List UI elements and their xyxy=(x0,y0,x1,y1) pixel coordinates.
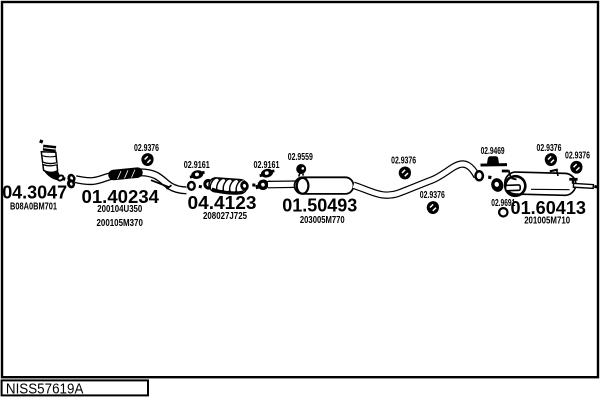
svg-text:208027J725: 208027J725 xyxy=(203,210,247,222)
svg-text:02.9376: 02.9376 xyxy=(391,155,416,166)
svg-text:02.9376: 02.9376 xyxy=(565,151,590,162)
svg-text:04.4123: 04.4123 xyxy=(188,193,257,213)
svg-text:02.9559: 02.9559 xyxy=(288,152,313,163)
svg-text:200104U350: 200104U350 xyxy=(97,203,142,215)
svg-text:01.40234: 01.40234 xyxy=(82,187,160,207)
svg-text:203005M770: 203005M770 xyxy=(300,214,345,226)
svg-text:01.50493: 01.50493 xyxy=(282,196,357,216)
svg-text:02.9161: 02.9161 xyxy=(254,160,280,171)
svg-text:200105M370: 200105M370 xyxy=(97,217,144,229)
svg-text:01.60413: 01.60413 xyxy=(511,198,587,218)
svg-text:02.9376: 02.9376 xyxy=(420,190,445,201)
svg-text:201005M710: 201005M710 xyxy=(524,214,570,226)
svg-text:02.9691: 02.9691 xyxy=(491,198,515,209)
svg-text:02.9161: 02.9161 xyxy=(184,160,210,171)
svg-text:02.9376: 02.9376 xyxy=(537,143,562,154)
svg-text:04.3047: 04.3047 xyxy=(2,182,67,202)
svg-text:02.9469: 02.9469 xyxy=(481,146,505,157)
svg-text:B08A0BM701: B08A0BM701 xyxy=(10,201,57,213)
svg-text:NISS57619A: NISS57619A xyxy=(6,382,84,398)
svg-text:02.9376: 02.9376 xyxy=(134,143,159,154)
